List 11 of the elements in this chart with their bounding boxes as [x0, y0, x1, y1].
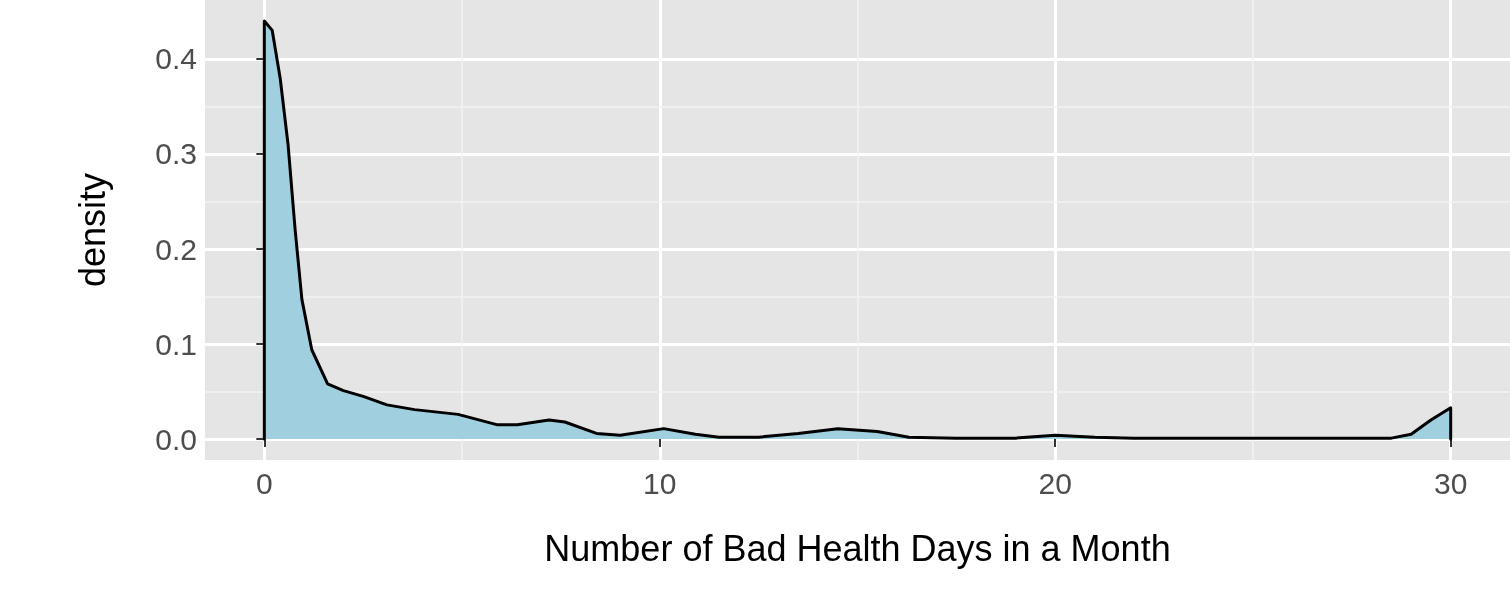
- y-tick-label: 0.4: [155, 42, 197, 76]
- x-axis-title: Number of Bad Health Days in a Month: [544, 527, 1171, 569]
- x-tick-label: 10: [643, 466, 677, 500]
- y-axis-title: density: [71, 172, 113, 288]
- y-tick-label: 0.2: [155, 232, 197, 266]
- y-tick-label: 0.0: [155, 422, 197, 456]
- y-tick-label: 0.3: [155, 137, 197, 171]
- x-tick-label: 0: [255, 466, 273, 500]
- x-tick-label: 30: [1433, 466, 1468, 500]
- x-tick-label: 20: [1038, 466, 1072, 500]
- y-tick-label: 0.1: [155, 327, 197, 361]
